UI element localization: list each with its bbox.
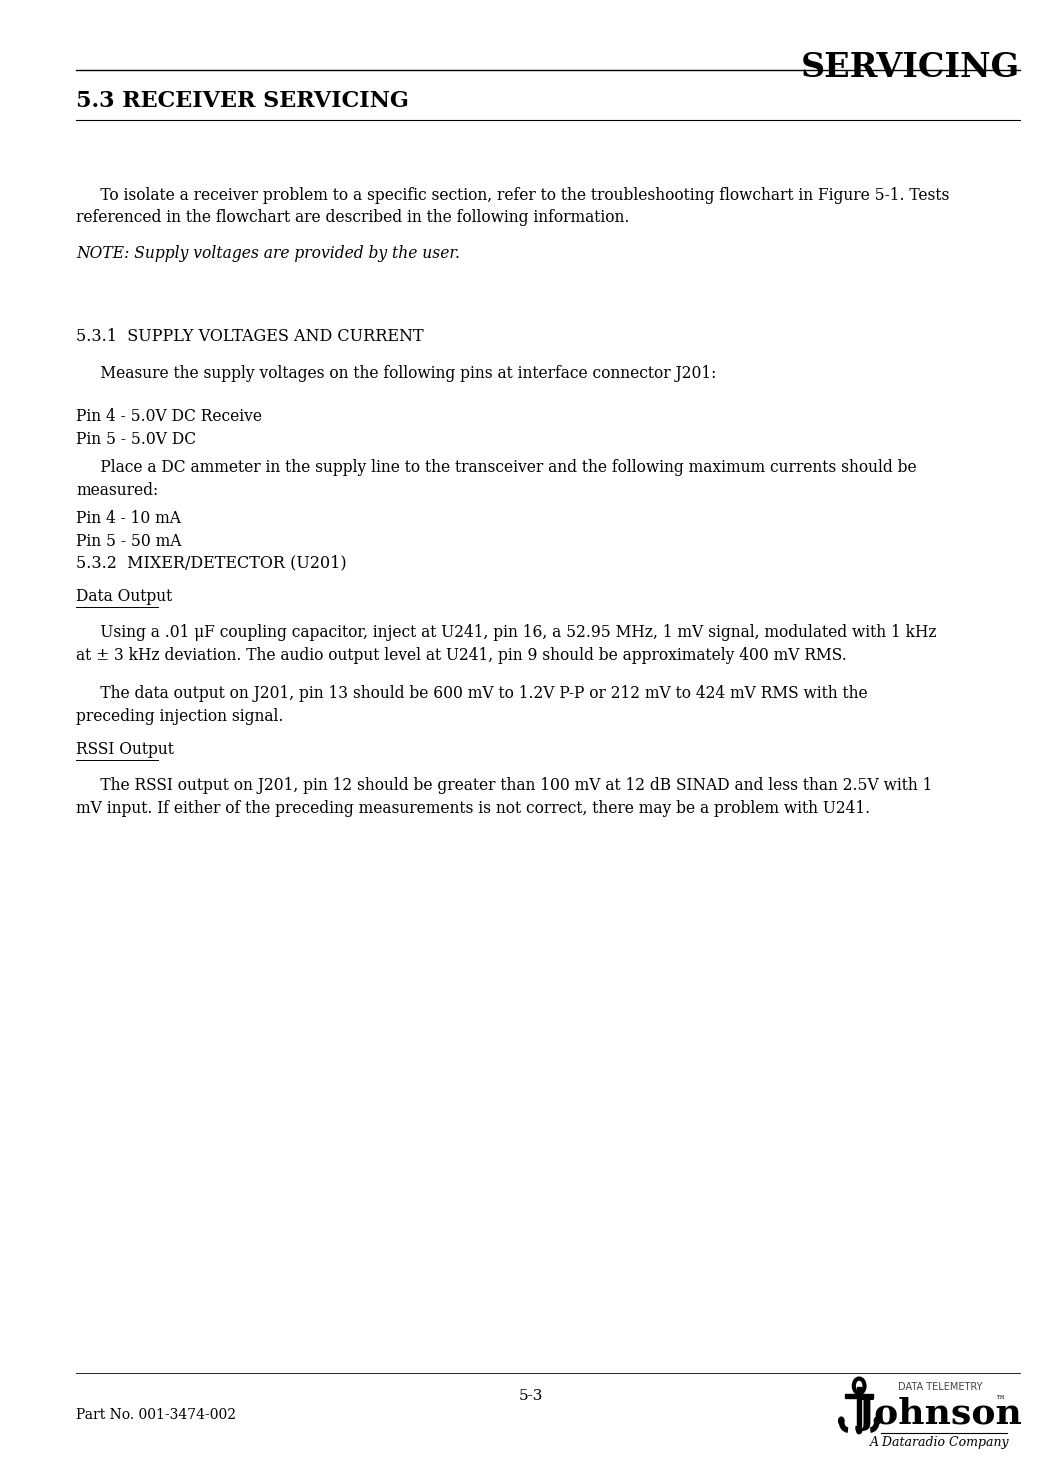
Text: RSSI Output: RSSI Output — [76, 741, 174, 758]
Text: Place a DC ammeter in the supply line to the transceiver and the following maxim: Place a DC ammeter in the supply line to… — [76, 459, 918, 499]
Text: Johnson: Johnson — [857, 1397, 1023, 1430]
Circle shape — [874, 1417, 879, 1424]
Text: Pin 4 - 5.0V DC Receive
Pin 5 - 5.0V DC: Pin 4 - 5.0V DC Receive Pin 5 - 5.0V DC — [76, 408, 262, 448]
Text: 5-3: 5-3 — [519, 1389, 543, 1404]
Circle shape — [839, 1417, 844, 1424]
Circle shape — [856, 1426, 862, 1433]
Text: 5.3 RECEIVER SERVICING: 5.3 RECEIVER SERVICING — [76, 90, 409, 112]
Text: Using a .01 μF coupling capacitor, inject at U241, pin 16, a 52.95 MHz, 1 mV sig: Using a .01 μF coupling capacitor, injec… — [76, 624, 937, 663]
Text: A Dataradio Company: A Dataradio Company — [870, 1436, 1010, 1449]
Text: 5.3.1  SUPPLY VOLTAGES AND CURRENT: 5.3.1 SUPPLY VOLTAGES AND CURRENT — [76, 328, 424, 346]
Text: The data output on J201, pin 13 should be 600 mV to 1.2V P-P or 212 mV to 424 mV: The data output on J201, pin 13 should b… — [76, 685, 868, 725]
Bar — [845, 1394, 873, 1398]
Text: DATA TELEMETRY: DATA TELEMETRY — [897, 1382, 982, 1392]
Text: SERVICING: SERVICING — [801, 51, 1020, 85]
Text: ™: ™ — [996, 1397, 1006, 1406]
Text: To isolate a receiver problem to a specific section, refer to the troubleshootin: To isolate a receiver problem to a speci… — [76, 187, 949, 226]
Text: Measure the supply voltages on the following pins at interface connector J201:: Measure the supply voltages on the follo… — [76, 364, 717, 382]
Text: Data Output: Data Output — [76, 588, 173, 605]
Text: Part No. 001-3474-002: Part No. 001-3474-002 — [76, 1408, 237, 1423]
Text: NOTE: Supply voltages are provided by the user.: NOTE: Supply voltages are provided by th… — [76, 245, 460, 262]
Text: The RSSI output on J201, pin 12 should be greater than 100 mV at 12 dB SINAD and: The RSSI output on J201, pin 12 should b… — [76, 777, 932, 816]
Text: 5.3.2  MIXER/DETECTOR (U201): 5.3.2 MIXER/DETECTOR (U201) — [76, 554, 347, 572]
Bar — [857, 1387, 861, 1427]
Text: Pin 4 - 10 mA
Pin 5 - 50 mA: Pin 4 - 10 mA Pin 5 - 50 mA — [76, 510, 182, 550]
